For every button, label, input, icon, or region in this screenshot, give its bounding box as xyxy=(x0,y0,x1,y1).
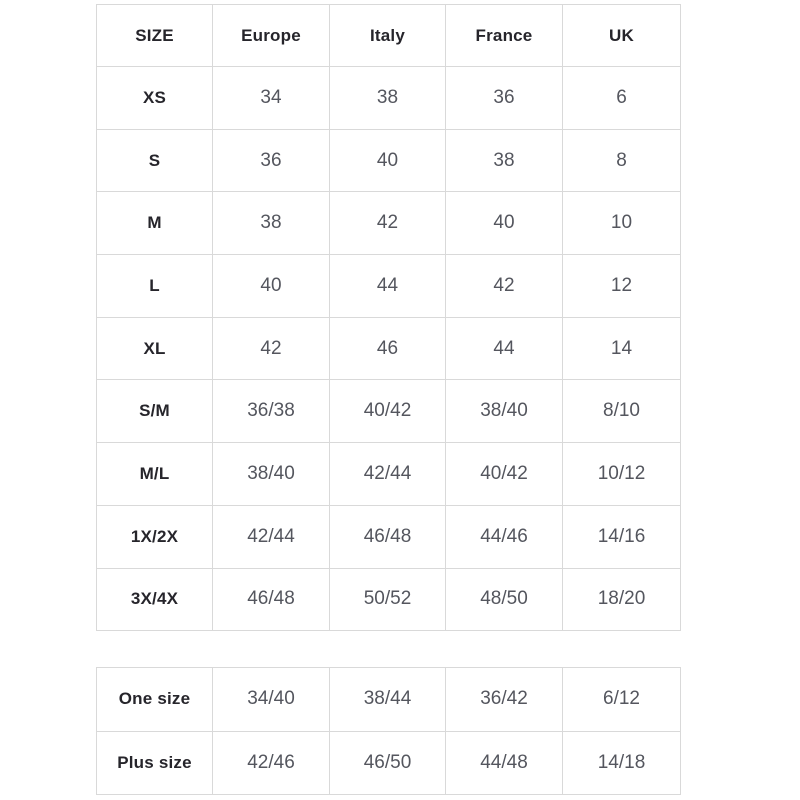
value-cell: 38/40 xyxy=(212,442,330,506)
value-cell: 42 xyxy=(445,254,563,318)
size-label-cell: 3X/4X xyxy=(96,567,213,632)
value-cell: 46/50 xyxy=(329,730,446,796)
size-label-cell: L xyxy=(96,254,213,318)
value-cell: 38/44 xyxy=(329,667,446,732)
value-cell: 8 xyxy=(562,128,681,193)
value-cell: 36 xyxy=(445,66,563,130)
value-cell: 40/42 xyxy=(329,379,446,444)
table-row-xs: XS 34 38 36 6 xyxy=(96,66,681,130)
value-cell: 40 xyxy=(329,128,446,193)
value-cell: 46 xyxy=(329,316,446,381)
table-row-l: L 40 44 42 12 xyxy=(96,254,681,318)
value-cell: 38 xyxy=(212,191,330,256)
size-label-cell: M/L xyxy=(96,442,213,506)
value-cell: 38/40 xyxy=(445,379,563,444)
table-row-one-size: One size 34/40 38/44 36/42 6/12 xyxy=(96,667,681,732)
table-header-row: SIZE Europe Italy France UK xyxy=(96,4,681,67)
value-cell: 18/20 xyxy=(562,567,681,632)
value-cell: 36/38 xyxy=(212,379,330,444)
value-cell: 36/42 xyxy=(445,667,563,732)
size-label-cell: 1X/2X xyxy=(96,504,213,569)
value-cell: 8/10 xyxy=(562,379,681,444)
size-label-cell: One size xyxy=(96,667,213,732)
value-cell: 36 xyxy=(212,128,330,193)
value-cell: 40 xyxy=(212,254,330,318)
column-header-uk: UK xyxy=(562,4,681,67)
value-cell: 44 xyxy=(445,316,563,381)
size-label-cell: M xyxy=(96,191,213,256)
value-cell: 42/44 xyxy=(329,442,446,506)
value-cell: 42 xyxy=(329,191,446,256)
value-cell: 42/44 xyxy=(212,504,330,569)
size-conversion-table: SIZE Europe Italy France UK XS 34 38 36 … xyxy=(96,4,681,632)
special-sizes-table: One size 34/40 38/44 36/42 6/12 Plus siz… xyxy=(96,667,681,796)
size-label-cell: XL xyxy=(96,316,213,381)
value-cell: 40 xyxy=(445,191,563,256)
value-cell: 44 xyxy=(329,254,446,318)
value-cell: 40/42 xyxy=(445,442,563,506)
value-cell: 46/48 xyxy=(212,567,330,632)
value-cell: 14 xyxy=(562,316,681,381)
table-row-plus-size: Plus size 42/46 46/50 44/48 14/18 xyxy=(96,730,681,796)
table-row-1x2x: 1X/2X 42/44 46/48 44/46 14/16 xyxy=(96,504,681,569)
value-cell: 6 xyxy=(562,66,681,130)
column-header-italy: Italy xyxy=(329,4,446,67)
table-row-3x4x: 3X/4X 46/48 50/52 48/50 18/20 xyxy=(96,567,681,632)
column-header-europe: Europe xyxy=(212,4,330,67)
size-label-cell: Plus size xyxy=(96,730,213,796)
value-cell: 48/50 xyxy=(445,567,563,632)
value-cell: 46/48 xyxy=(329,504,446,569)
value-cell: 38 xyxy=(329,66,446,130)
table-row-xl: XL 42 46 44 14 xyxy=(96,316,681,381)
value-cell: 6/12 xyxy=(562,667,681,732)
size-label-cell: S xyxy=(96,128,213,193)
column-header-size: SIZE xyxy=(96,4,213,67)
table-row-s: S 36 40 38 8 xyxy=(96,128,681,193)
table-row-m: M 38 42 40 10 xyxy=(96,191,681,256)
value-cell: 42/46 xyxy=(212,730,330,796)
size-label-cell: XS xyxy=(96,66,213,130)
value-cell: 10/12 xyxy=(562,442,681,506)
table-row-sm: S/M 36/38 40/42 38/40 8/10 xyxy=(96,379,681,444)
table-row-ml: M/L 38/40 42/44 40/42 10/12 xyxy=(96,442,681,506)
value-cell: 10 xyxy=(562,191,681,256)
value-cell: 14/16 xyxy=(562,504,681,569)
value-cell: 12 xyxy=(562,254,681,318)
value-cell: 50/52 xyxy=(329,567,446,632)
value-cell: 44/48 xyxy=(445,730,563,796)
value-cell: 34/40 xyxy=(212,667,330,732)
value-cell: 34 xyxy=(212,66,330,130)
value-cell: 38 xyxy=(445,128,563,193)
size-label-cell: S/M xyxy=(96,379,213,444)
value-cell: 44/46 xyxy=(445,504,563,569)
value-cell: 42 xyxy=(212,316,330,381)
value-cell: 14/18 xyxy=(562,730,681,796)
column-header-france: France xyxy=(445,4,563,67)
